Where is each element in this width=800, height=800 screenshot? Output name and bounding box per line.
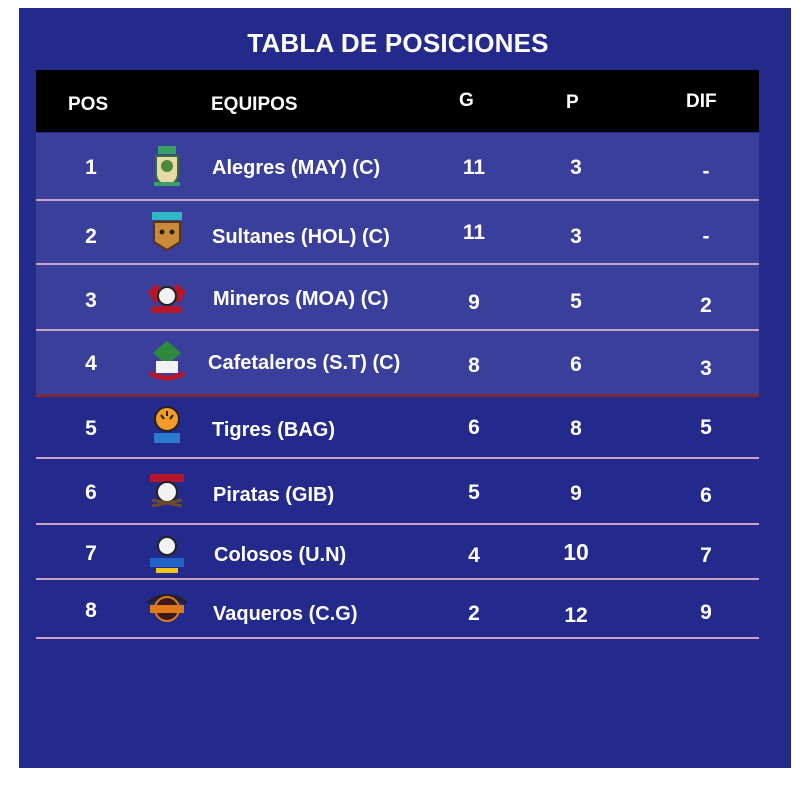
row-pos: 2: [85, 225, 97, 248]
row-separator: [36, 263, 759, 265]
row-separator: [36, 523, 759, 525]
tigres-logo-icon: [144, 403, 190, 449]
vaqueros-logo-icon: [144, 587, 190, 633]
table-header: POS EQUIPOS G P DIF: [36, 70, 759, 132]
row-separator: [36, 578, 759, 580]
header-team: EQUIPOS: [211, 94, 298, 115]
piratas-logo-icon: [144, 468, 190, 514]
row-dif: 2: [700, 294, 712, 317]
colosos-logo-icon: [144, 532, 190, 578]
row-team: Tigres (BAG): [212, 419, 335, 441]
row-pos: 1: [85, 156, 97, 179]
row-p: 5: [570, 290, 582, 313]
page-title: TABLA DE POSICIONES: [247, 28, 549, 58]
row-p: 6: [570, 353, 582, 376]
row-g: 8: [468, 354, 480, 377]
row-p: 9: [570, 482, 582, 505]
row-separator: [36, 329, 759, 331]
row-g: 6: [468, 416, 480, 439]
header-g: G: [459, 90, 474, 111]
row-pos: 5: [85, 417, 97, 440]
table-row: 5 Tigres (BAG) 6 8 5: [36, 397, 759, 461]
table-row: 6 Piratas (GIB) 5 9 6: [36, 460, 759, 525]
mineros-logo-icon: [144, 274, 190, 320]
row-g: 4: [468, 544, 480, 567]
header-dif: DIF: [686, 91, 717, 112]
row-pos: 4: [85, 352, 97, 375]
row-pos: 6: [85, 481, 97, 504]
row-g: 5: [468, 481, 480, 504]
alegres-logo-icon: [144, 144, 190, 190]
row-team: Cafetaleros (S.T) (C): [208, 352, 401, 374]
table-row: 1 Alegres (MAY) (C) 11 3 -: [36, 136, 759, 201]
row-dif: 5: [700, 416, 712, 439]
row-g: 2: [468, 602, 480, 625]
table-row: 2 Sultanes (HOL) (C) 11 3 -: [36, 200, 759, 265]
row-dif: 7: [700, 544, 712, 567]
row-dif: -: [702, 160, 710, 183]
row-pos: 8: [85, 599, 97, 622]
row-g: 9: [468, 291, 480, 314]
row-team: Vaqueros (C.G): [213, 603, 358, 625]
row-p: 10: [563, 539, 589, 565]
row-dif: 6: [700, 484, 712, 507]
row-team: Piratas (GIB): [213, 484, 335, 506]
row-pos: 3: [85, 289, 97, 312]
row-dif: 9: [700, 601, 712, 624]
row-team: Colosos (U.N): [214, 544, 347, 566]
row-dif: -: [702, 225, 710, 248]
cafetaleros-logo-icon: [144, 339, 190, 385]
header-pos: POS: [68, 94, 109, 115]
table-row: 7 Colosos (U.N) 4 10 7: [36, 524, 759, 588]
row-team: Alegres (MAY) (C): [212, 157, 381, 179]
sultanes-logo-icon: [144, 208, 190, 254]
row-p: 8: [570, 417, 582, 440]
row-p: 3: [570, 225, 582, 248]
row-p: 3: [570, 156, 582, 179]
row-separator: [36, 199, 759, 201]
row-pos: 7: [85, 542, 97, 565]
row-team: Mineros (MOA) (C): [213, 288, 389, 310]
row-p: 12: [564, 604, 588, 627]
table-row: 4 Cafetaleros (S.T) (C) 8 6 3: [36, 331, 759, 395]
row-dif: 3: [700, 357, 712, 380]
header-p: P: [566, 92, 579, 113]
table-row: 3 Mineros (MOA) (C) 9 5 2: [36, 266, 759, 331]
row-separator: [36, 637, 759, 639]
table-row: 8 Vaqueros (C.G) 2 12 9: [36, 583, 759, 647]
row-g: 11: [462, 221, 486, 244]
row-g: 11: [462, 156, 486, 179]
qualify-cutoff-line: [36, 394, 759, 397]
row-team: Sultanes (HOL) (C): [212, 226, 390, 248]
row-separator: [36, 457, 759, 459]
